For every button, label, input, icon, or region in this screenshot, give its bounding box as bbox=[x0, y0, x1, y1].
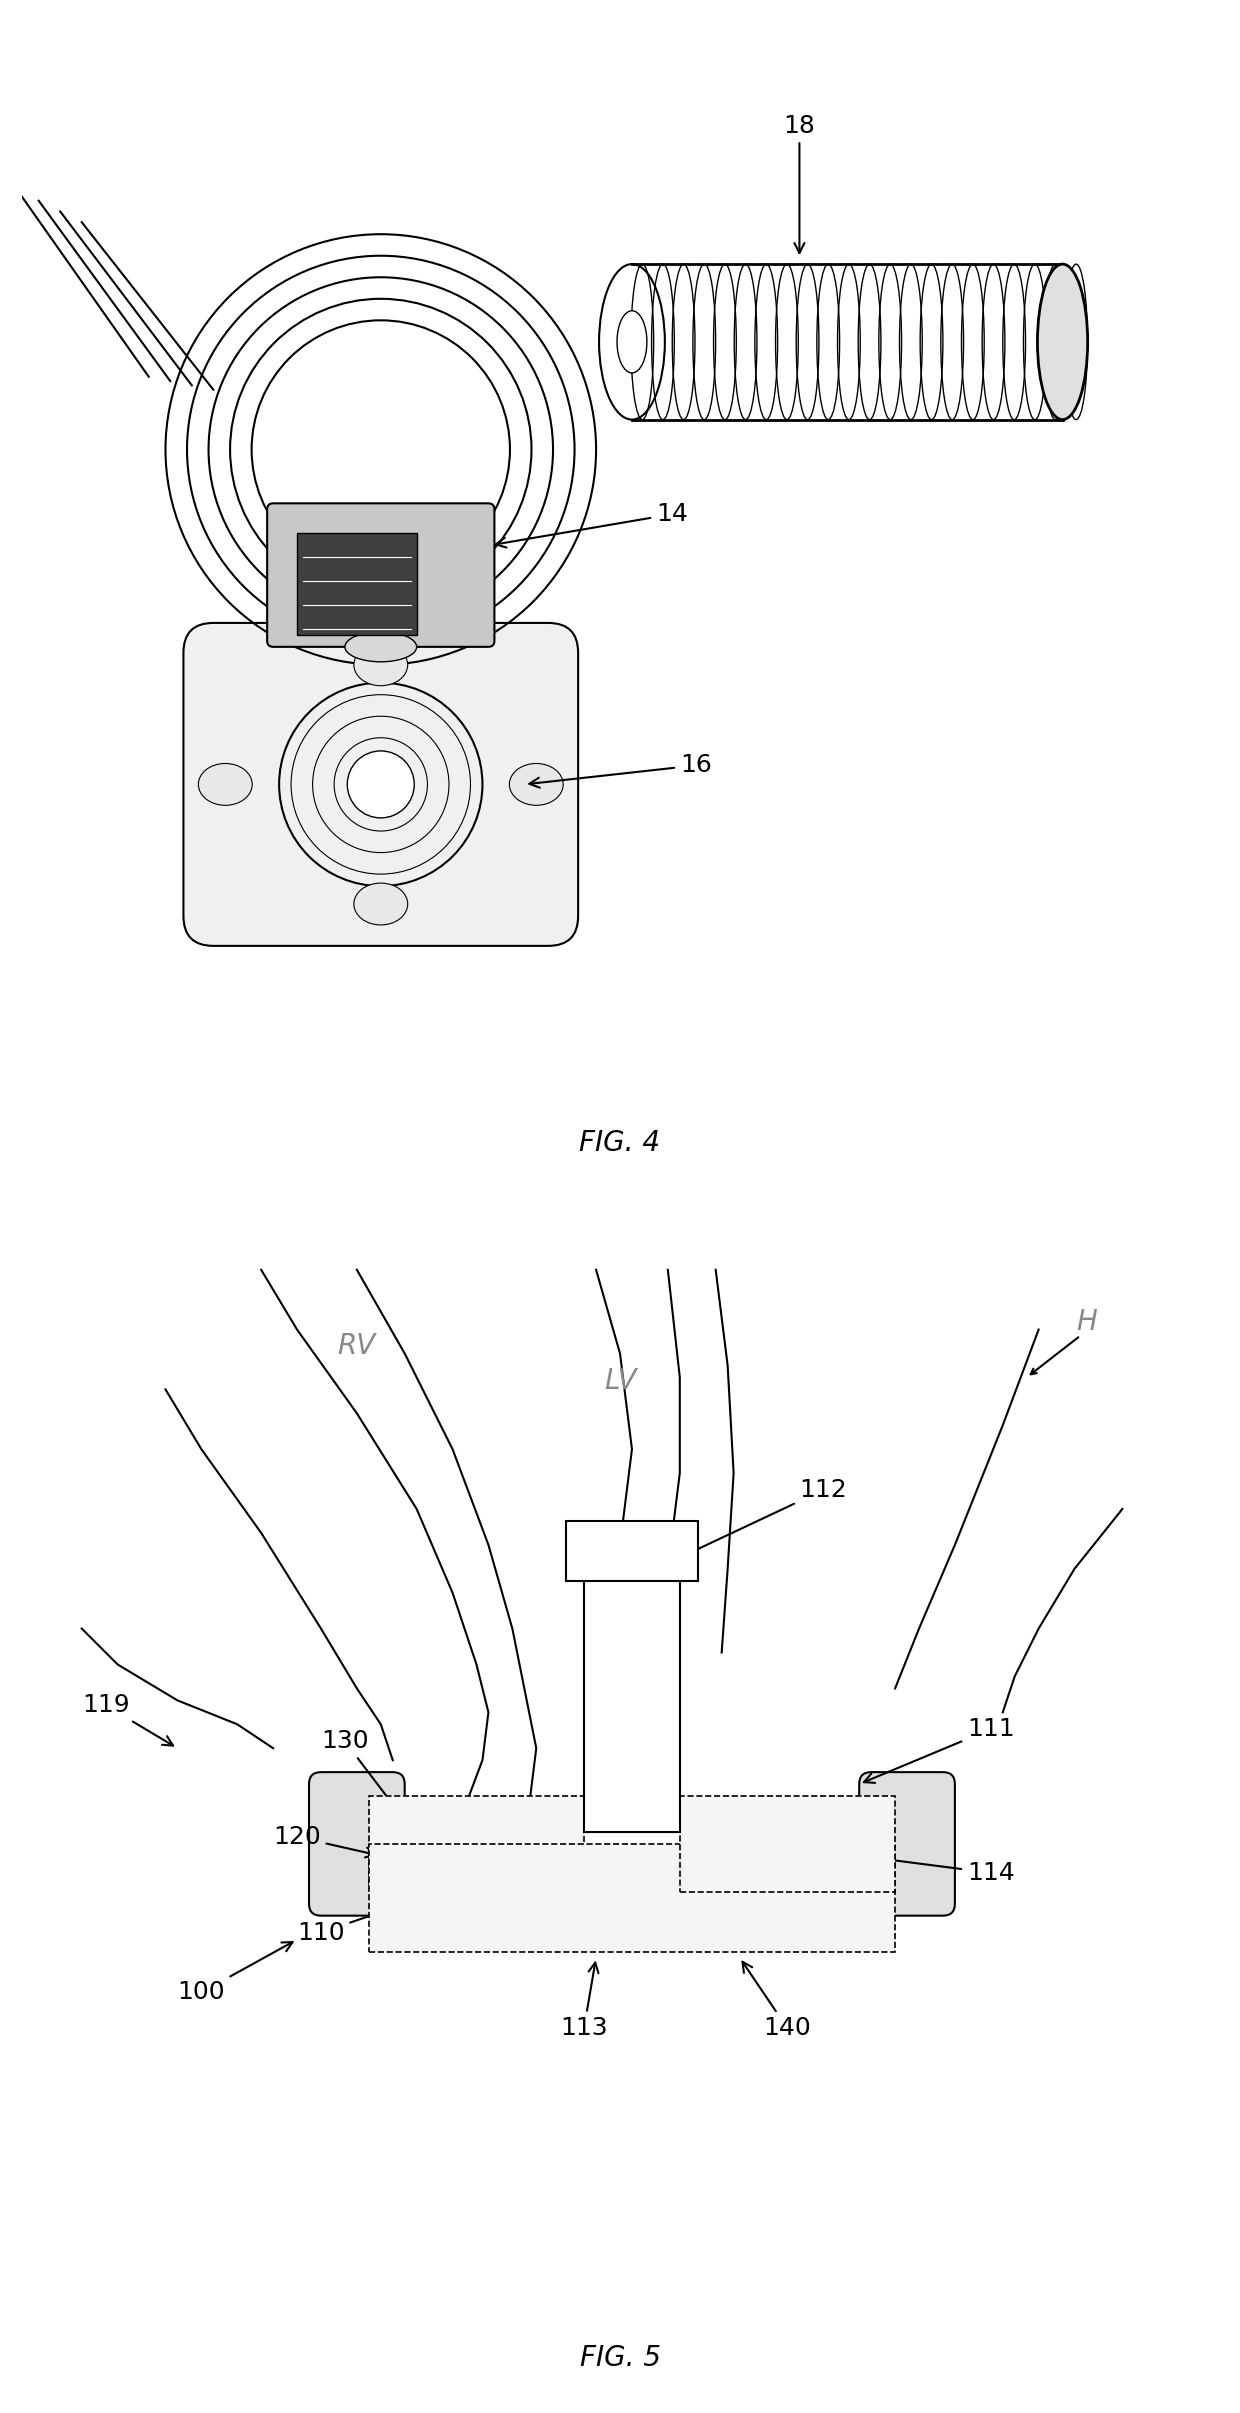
Bar bbox=[680, 1795, 895, 1892]
Text: FIG. 5: FIG. 5 bbox=[579, 2343, 661, 2372]
Bar bbox=[567, 1520, 698, 1581]
Text: RV: RV bbox=[337, 1332, 376, 1359]
Text: 14: 14 bbox=[496, 502, 688, 548]
Bar bbox=[368, 1795, 584, 1892]
Text: FIG. 4: FIG. 4 bbox=[579, 1129, 661, 1158]
Ellipse shape bbox=[618, 311, 647, 374]
Bar bbox=[368, 1844, 895, 1952]
Text: LV: LV bbox=[604, 1368, 636, 1395]
FancyBboxPatch shape bbox=[859, 1771, 955, 1916]
FancyBboxPatch shape bbox=[309, 1771, 404, 1916]
FancyBboxPatch shape bbox=[267, 504, 495, 647]
Text: 113: 113 bbox=[560, 1962, 608, 2041]
Text: H: H bbox=[1076, 1308, 1097, 1334]
Text: 18: 18 bbox=[784, 113, 816, 253]
Text: 130: 130 bbox=[321, 1730, 402, 1817]
Text: 111: 111 bbox=[864, 1718, 1014, 1783]
Ellipse shape bbox=[1038, 263, 1087, 420]
Ellipse shape bbox=[345, 632, 417, 661]
Text: 119: 119 bbox=[82, 1694, 174, 1745]
FancyBboxPatch shape bbox=[184, 623, 578, 946]
Bar bbox=[298, 533, 417, 635]
Text: 112: 112 bbox=[661, 1479, 847, 1566]
Bar bbox=[584, 1544, 680, 1831]
Ellipse shape bbox=[353, 644, 408, 685]
Ellipse shape bbox=[353, 883, 408, 924]
Text: 114: 114 bbox=[864, 1853, 1014, 1885]
Ellipse shape bbox=[510, 763, 563, 806]
Ellipse shape bbox=[198, 763, 252, 806]
Text: 140: 140 bbox=[743, 1962, 811, 2041]
Text: 100: 100 bbox=[177, 1942, 293, 2005]
Text: 110: 110 bbox=[298, 1892, 435, 1945]
Text: 16: 16 bbox=[529, 753, 712, 787]
Text: 120: 120 bbox=[273, 1824, 376, 1858]
Circle shape bbox=[347, 750, 414, 818]
